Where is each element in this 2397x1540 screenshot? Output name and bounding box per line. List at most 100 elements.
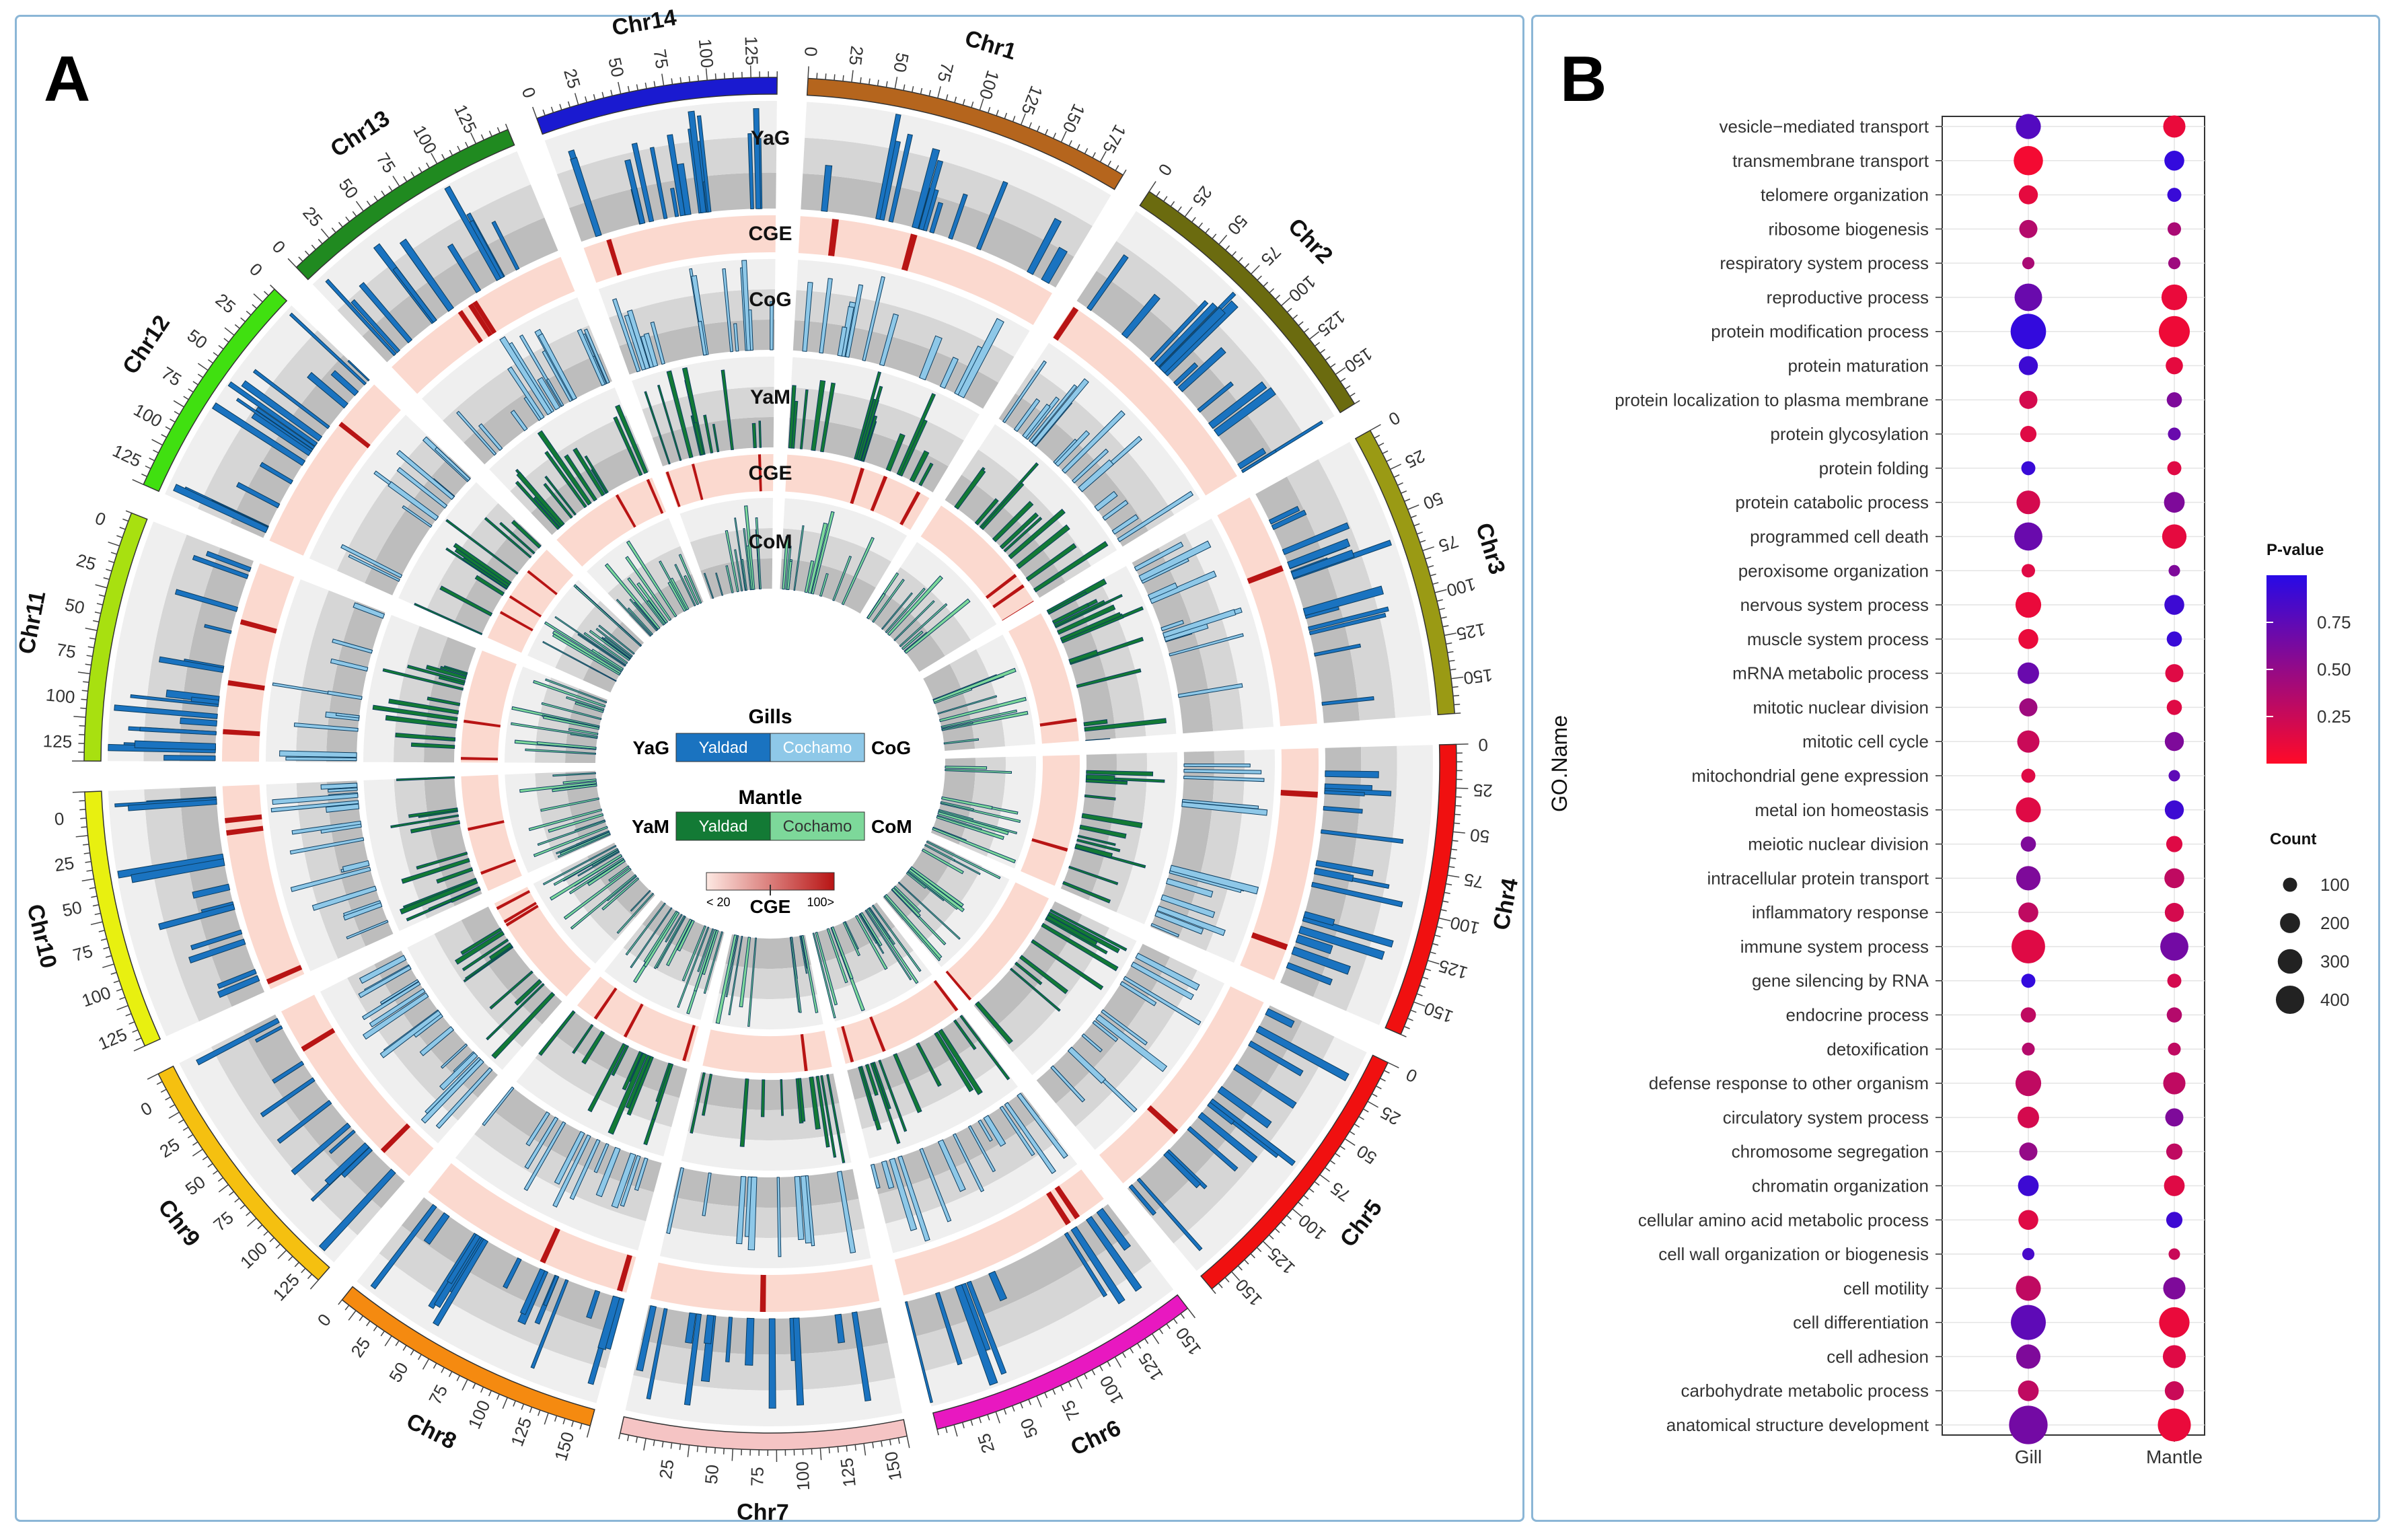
legend-yaldad-gills-box <box>675 733 771 762</box>
expression-bar <box>1070 1226 1126 1305</box>
expression-bar <box>758 420 762 448</box>
tick-mark <box>188 388 194 393</box>
expression-bar <box>595 628 633 657</box>
expression-bar <box>1086 254 1129 311</box>
chromosome-label: Chr6 <box>1067 1415 1125 1461</box>
expression-bar <box>860 415 878 462</box>
tick-mark <box>635 1436 638 1443</box>
expression-bar <box>999 1105 1035 1157</box>
tick-mark <box>192 1148 203 1157</box>
go-term-label: protein localization to plasma membrane <box>1615 390 1929 410</box>
expression-bar <box>897 881 961 940</box>
legend-yam: YaM <box>632 816 669 837</box>
go-term-label: intracellular protein transport <box>1707 868 1929 888</box>
tick-mark <box>987 1414 990 1421</box>
track-band <box>544 101 777 174</box>
tick-mark <box>885 81 888 87</box>
cge-track <box>222 563 295 762</box>
tick-mark <box>381 190 385 196</box>
expression-bar <box>434 447 471 482</box>
track-band <box>673 1167 859 1208</box>
expression-bar <box>549 854 623 901</box>
tick-mark <box>1447 875 1460 878</box>
chromosome-chr1: 0 25 50 75 100 125 150 175 Chr1 <box>780 26 1130 614</box>
legend-yag: YaG <box>633 737 669 758</box>
expression-bar <box>1150 922 1179 938</box>
tick-mark <box>1156 190 1160 197</box>
cge-mark <box>225 814 262 823</box>
tick-mark <box>1298 321 1304 326</box>
cge-track <box>461 774 522 891</box>
expression-bar <box>379 979 419 1005</box>
legend-cochamo-mantle-box <box>770 811 865 841</box>
pvalue-tick-label: 0.25 <box>2317 706 2351 727</box>
expression-bar <box>809 1076 821 1130</box>
tick-label: 125 <box>42 731 72 751</box>
expression-bar <box>943 738 980 745</box>
track-band <box>1096 241 1304 454</box>
tick-mark <box>1256 1247 1262 1253</box>
tick-mark <box>422 1358 430 1370</box>
expression-bar <box>163 755 216 761</box>
tick-mark <box>1454 712 1461 714</box>
tick-mark <box>257 1224 263 1230</box>
tick-mark <box>352 211 357 217</box>
expression-bar <box>1136 1177 1203 1251</box>
tick-mark <box>410 1350 414 1356</box>
expression-bar <box>677 926 710 1009</box>
expression-bar <box>626 309 651 370</box>
tick-mark <box>174 410 180 415</box>
tick-mark <box>1238 257 1243 262</box>
expression-bar <box>370 1204 437 1290</box>
cge-mark <box>1054 1185 1080 1220</box>
tick-mark <box>298 256 303 262</box>
tick-mark <box>854 1444 857 1451</box>
track-band <box>625 1375 903 1426</box>
chromosome-label: Chr10 <box>22 902 61 971</box>
go-term-label: telomere organization <box>1761 185 1929 205</box>
expression-bar <box>1183 775 1265 782</box>
dot-gill <box>2018 1210 2038 1231</box>
tick-label: 25 <box>845 45 867 67</box>
expression-bar <box>899 603 948 647</box>
tick-mark <box>366 1321 371 1327</box>
tick-mark <box>173 400 184 408</box>
cge-mark <box>646 478 664 514</box>
legend-cochamo-gills-box <box>770 733 865 762</box>
cge-mark <box>338 421 371 449</box>
expression-bar <box>382 668 464 691</box>
cge-mark <box>540 1227 560 1264</box>
expression-bar <box>408 807 458 818</box>
tick-mark <box>145 465 151 470</box>
tick-label: 50 <box>701 1464 723 1485</box>
track-band <box>357 1253 606 1403</box>
tick-mark <box>1434 589 1447 593</box>
expression-bar <box>552 630 622 675</box>
cge-mark <box>468 820 505 831</box>
tick-mark <box>1432 943 1439 946</box>
cge-mark <box>841 1025 854 1063</box>
tick-mark <box>234 324 240 329</box>
expression-bar <box>423 1212 450 1245</box>
go-term-label: vesicle−mediated transport <box>1720 116 1929 137</box>
dot-gill <box>2018 1175 2039 1196</box>
tick-mark <box>304 250 310 256</box>
tick-mark <box>574 93 579 105</box>
tick-mark <box>108 541 120 547</box>
expression-bar <box>625 1054 651 1109</box>
dot-mantle <box>2166 1143 2183 1160</box>
expression-bar <box>1302 585 1385 616</box>
expression-bar <box>390 814 459 829</box>
dot-gill <box>2018 185 2038 205</box>
tick-mark <box>1250 1253 1255 1259</box>
dot-mantle <box>2162 524 2187 549</box>
expression-bar <box>896 393 936 476</box>
tick-mark <box>505 123 509 130</box>
expression-bar <box>572 1023 594 1054</box>
expression-bar <box>1041 246 1068 285</box>
expression-bar <box>924 844 955 862</box>
expression-bar <box>883 895 941 961</box>
track-band <box>1286 459 1396 721</box>
expression-bar <box>868 907 891 940</box>
